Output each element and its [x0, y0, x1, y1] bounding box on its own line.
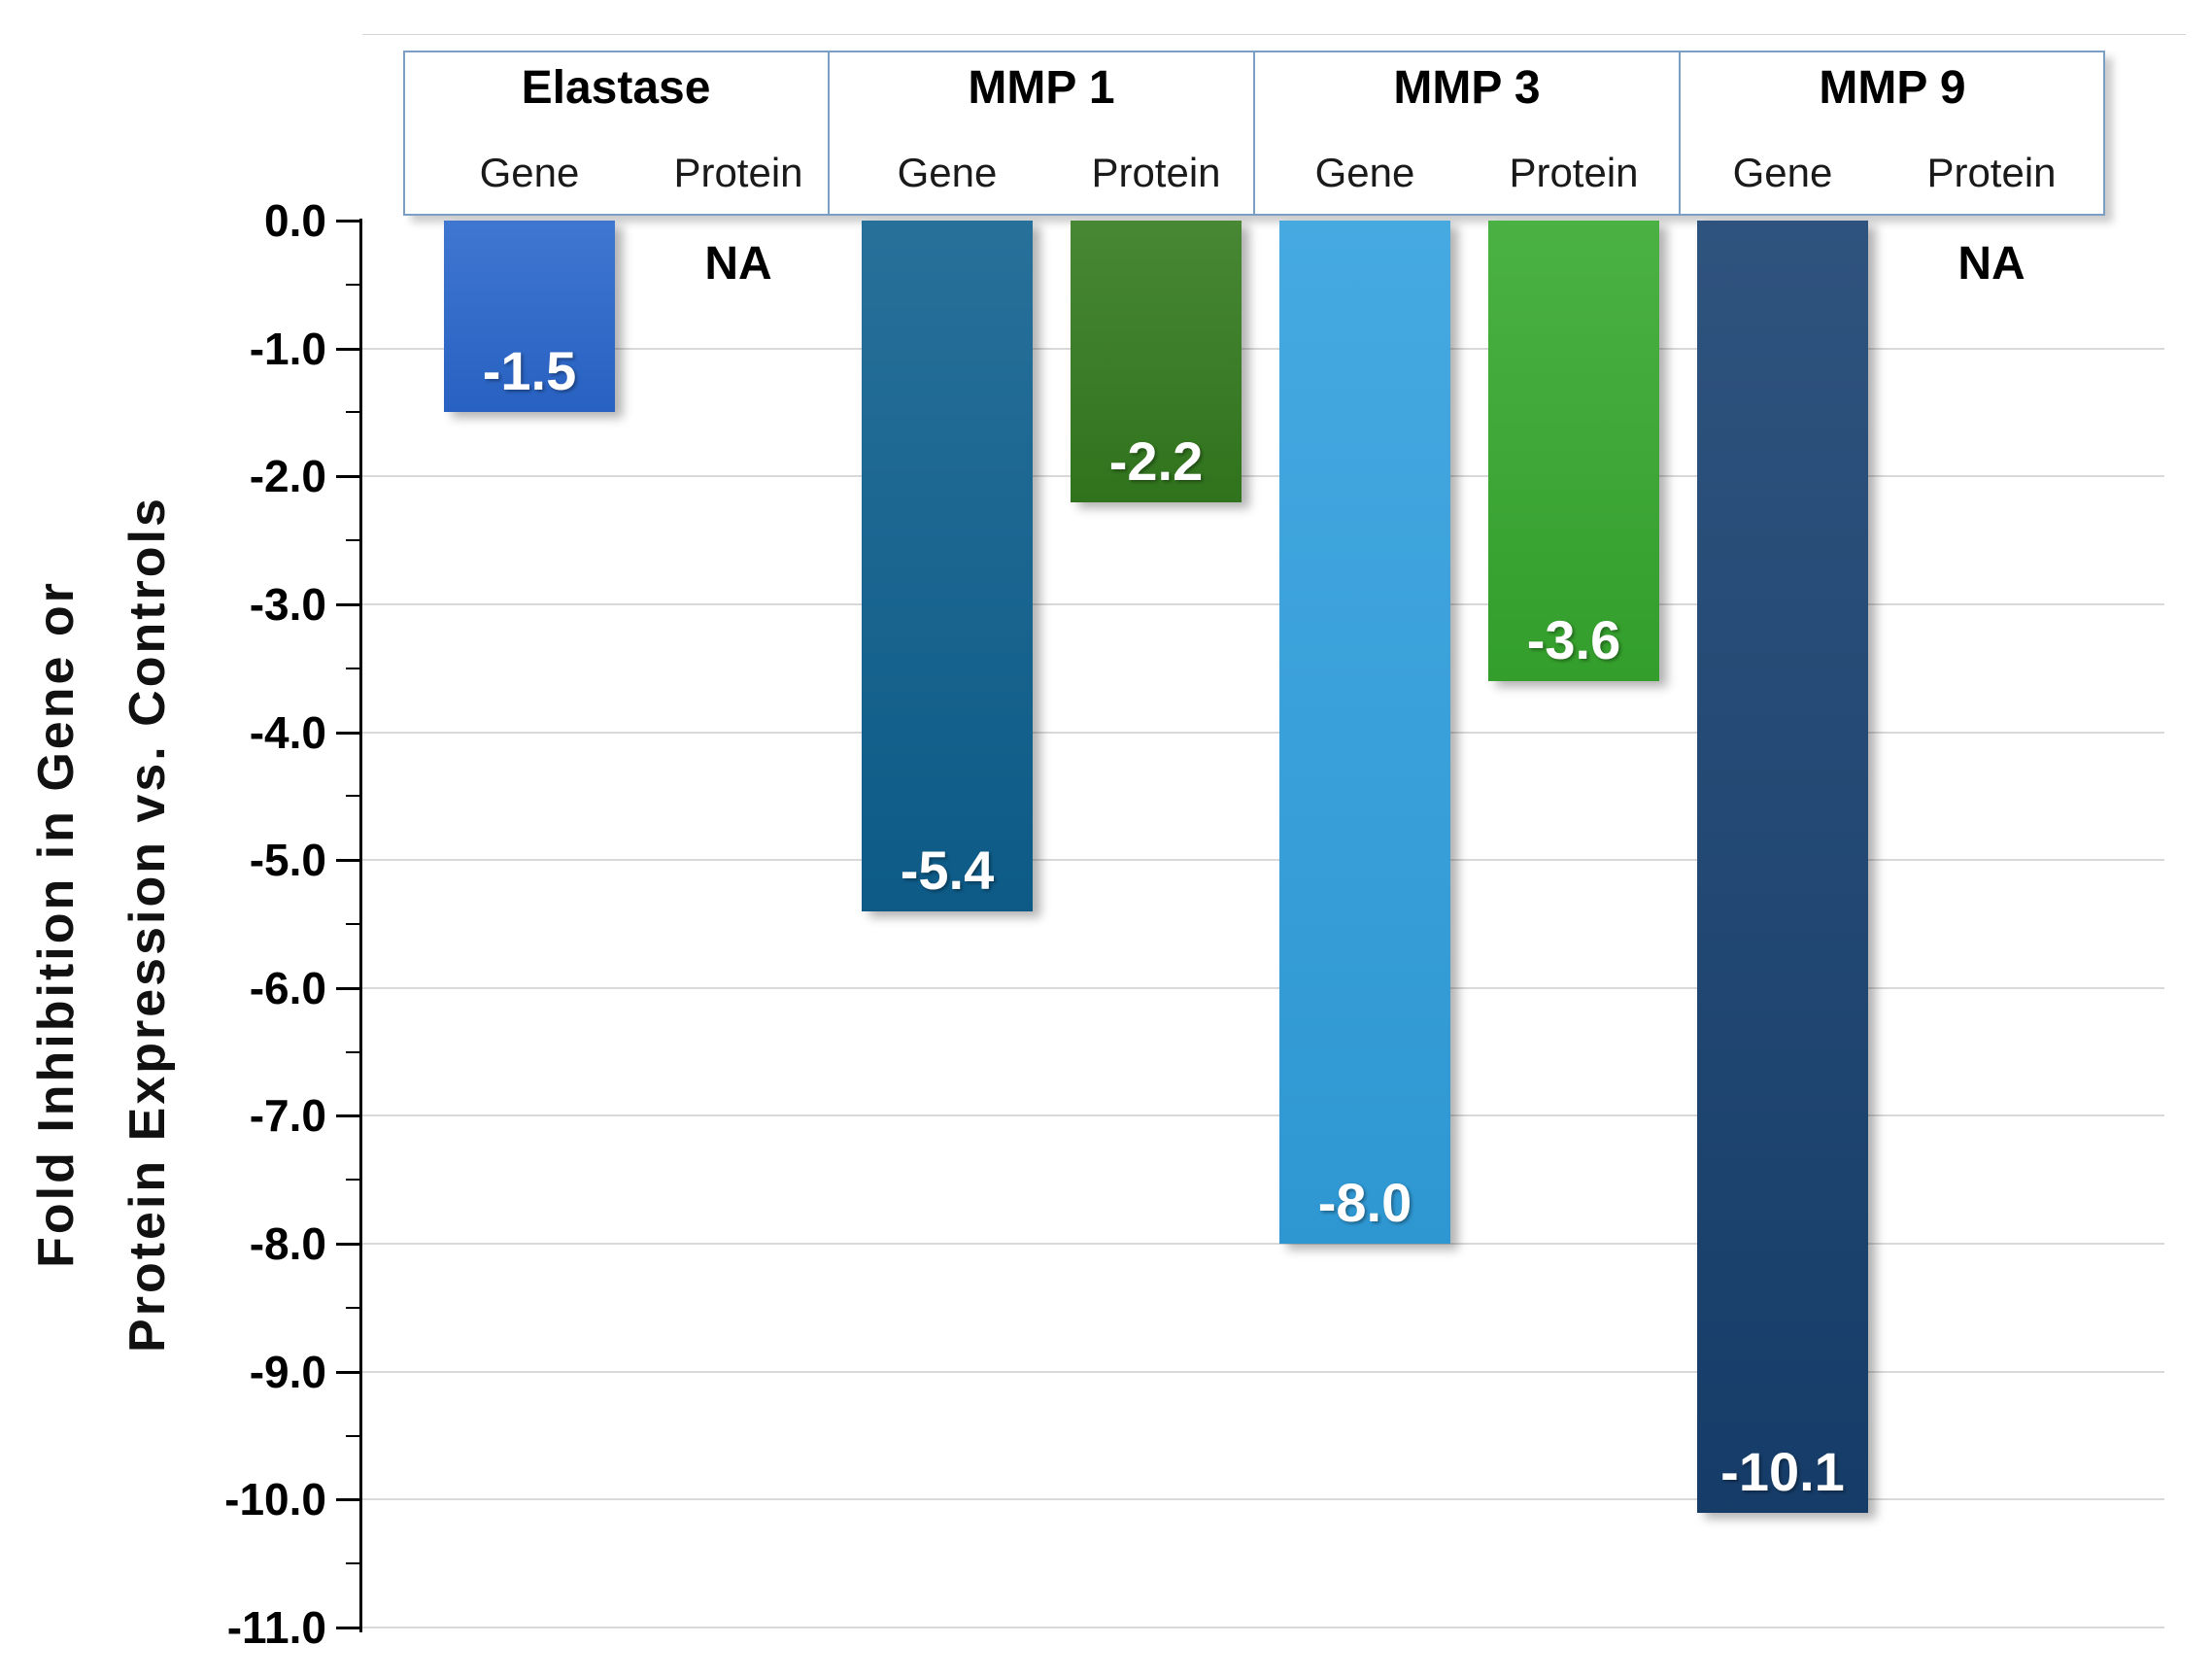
minor-tick — [346, 1179, 361, 1182]
major-tick — [336, 986, 361, 990]
y-tick-label: -2.0 — [249, 451, 326, 502]
sub-label-protein: Protein — [1926, 150, 2057, 195]
sub-label-gene: Gene — [479, 150, 580, 195]
minor-tick — [346, 283, 361, 286]
minor-tick — [346, 923, 361, 926]
sub-label-gene: Gene — [1314, 150, 1415, 195]
sub-label-gene: Gene — [1732, 150, 1833, 195]
y-tick-label: -8.0 — [249, 1218, 326, 1270]
bar-mmp3-gene: -8.0 — [1279, 221, 1450, 1245]
plot-area-top-border — [362, 34, 2186, 35]
minor-tick — [346, 667, 361, 669]
group-title-mmp-9: MMP 9 — [1819, 62, 1966, 114]
minor-tick — [346, 1562, 361, 1565]
minor-tick — [346, 411, 361, 414]
major-tick — [336, 1114, 361, 1118]
sub-label-protein: Protein — [1091, 150, 1221, 195]
major-tick — [336, 1627, 361, 1630]
na-label-elastase-protein: NA — [704, 238, 772, 290]
bar-mmp3-protein: -3.6 — [1488, 221, 1659, 681]
major-tick — [336, 220, 361, 223]
y-tick-label: -1.0 — [249, 323, 326, 374]
bar-value-label: -5.4 — [900, 839, 995, 901]
gridline — [362, 347, 2164, 350]
major-tick — [336, 1498, 361, 1502]
y-tick-label: -4.0 — [249, 706, 326, 758]
sub-label-protein: Protein — [673, 150, 803, 195]
bar-value-label: -8.0 — [1317, 1172, 1412, 1234]
gridline — [362, 602, 2164, 605]
y-tick-label: -9.0 — [249, 1346, 326, 1397]
bar-value-label: -1.5 — [482, 340, 577, 402]
bar-value-label: -2.2 — [1108, 429, 1204, 492]
y-tick-label: -6.0 — [249, 962, 326, 1013]
minor-tick — [346, 1050, 361, 1053]
group-title-mmp-3: MMP 3 — [1393, 62, 1541, 114]
y-tick-label: -10.0 — [224, 1474, 326, 1525]
gridline — [362, 859, 2164, 862]
bar-mmp1-protein: -2.2 — [1071, 221, 1242, 502]
major-tick — [336, 602, 361, 606]
gridline — [362, 475, 2164, 478]
gridline — [362, 1370, 2164, 1373]
minor-tick — [346, 1434, 361, 1437]
y-axis-title-line-1: Fold Inhibition in Gene or — [28, 580, 85, 1268]
y-axis-line — [359, 219, 362, 1632]
bar-value-label: -10.1 — [1720, 1440, 1845, 1502]
gridline — [362, 1627, 2164, 1629]
y-tick-label: -5.0 — [249, 835, 326, 886]
gridline — [362, 731, 2164, 734]
header-divider — [828, 51, 830, 216]
y-tick-label: 0.0 — [264, 195, 326, 246]
bar-value-label: -3.6 — [1526, 608, 1621, 670]
y-tick-label: -3.0 — [249, 578, 326, 630]
bar-mmp9-gene: -10.1 — [1697, 221, 1868, 1513]
major-tick — [336, 475, 361, 479]
major-tick — [336, 347, 361, 351]
major-tick — [336, 731, 361, 735]
gridline — [362, 986, 2164, 989]
major-tick — [336, 1243, 361, 1247]
minor-tick — [346, 795, 361, 798]
sub-label-gene: Gene — [897, 150, 998, 195]
gridline — [362, 1243, 2164, 1246]
sub-label-protein: Protein — [1509, 150, 1639, 195]
na-label-mmp9-protein: NA — [1957, 238, 2025, 290]
major-tick — [336, 859, 361, 863]
minor-tick — [346, 539, 361, 542]
bar-elastase-gene: -1.5 — [444, 221, 615, 413]
gridline — [362, 1498, 2164, 1501]
header-divider — [1679, 51, 1681, 216]
header-divider — [1253, 51, 1255, 216]
group-title-mmp-1: MMP 1 — [968, 62, 1115, 114]
y-tick-label: -11.0 — [226, 1602, 326, 1654]
gridline — [362, 1114, 2164, 1117]
bar-mmp1-gene: -5.4 — [862, 221, 1033, 911]
group-title-elastase: Elastase — [521, 62, 711, 114]
minor-tick — [346, 1306, 361, 1309]
major-tick — [336, 1370, 361, 1374]
y-tick-label: -7.0 — [249, 1090, 326, 1142]
